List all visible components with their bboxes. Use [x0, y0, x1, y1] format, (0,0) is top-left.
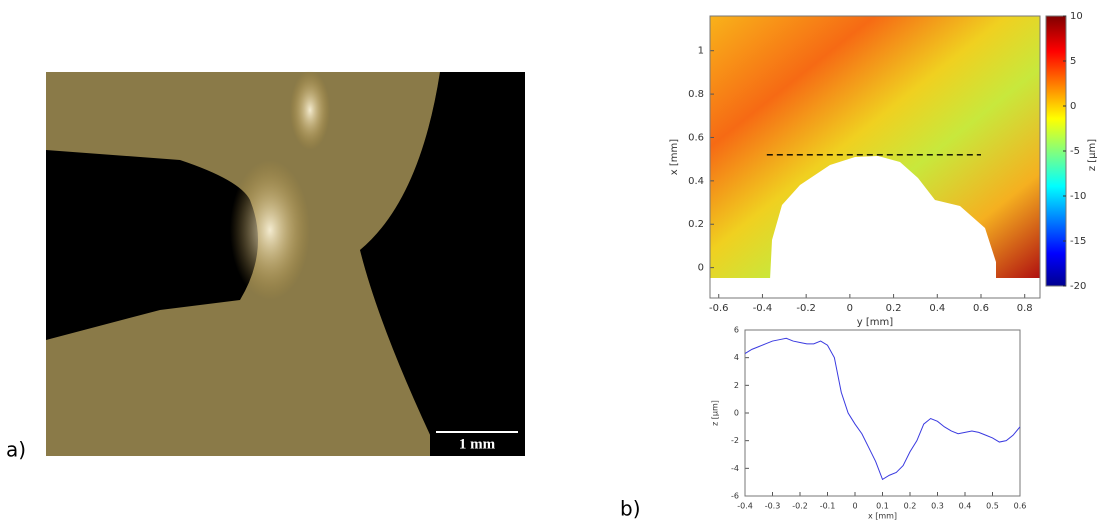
x-tick-label: -0.6 [709, 303, 729, 314]
y-tick-label: 0.4 [688, 176, 704, 187]
y-tick-label: 0 [734, 409, 739, 418]
x-tick-label: 0.6 [973, 303, 989, 314]
colorbar-label: z [μm] [1087, 139, 1098, 171]
colorbar-tick-label: -15 [1070, 236, 1086, 247]
x-tick-label: 0 [852, 502, 857, 511]
y-tick-label: 6 [734, 326, 739, 335]
sample-void [770, 156, 996, 280]
y-tick-label: -2 [731, 436, 739, 445]
colorbar-tick-label: -5 [1070, 146, 1080, 157]
scale-bar-label: 1 mm [459, 436, 496, 452]
x-axis-label: x [mm] [868, 512, 897, 521]
panel-label: a) [6, 438, 26, 462]
x-tick-label: 0.5 [986, 502, 999, 511]
colorbar-tick-label: 5 [1070, 56, 1076, 67]
x-tick-label: -0.1 [820, 502, 836, 511]
y-axis-label: x [mm] [669, 139, 680, 175]
x-tick-label: -0.2 [792, 502, 808, 511]
axes-box [709, 15, 1041, 299]
profile-series [744, 337, 1021, 481]
x-tick-label: -0.3 [765, 502, 781, 511]
x-tick-label: 0 [847, 303, 853, 314]
x-tick-label: 0.6 [1014, 502, 1027, 511]
y-tick-label: 0.8 [688, 89, 704, 100]
y-tick-label: -4 [731, 464, 739, 473]
x-axis-label: y [mm] [857, 317, 893, 328]
x-tick-label: 0.4 [959, 502, 972, 511]
y-tick-label: 0.2 [688, 219, 704, 230]
x-tick-label: 0.2 [886, 303, 902, 314]
x-tick-label: -0.4 [737, 502, 753, 511]
y-tick-label: 0 [698, 263, 704, 274]
axes-box [744, 329, 1021, 497]
y-axis-label: z [μm] [711, 400, 720, 426]
y-tick-label: 0.6 [688, 132, 704, 143]
colorbar-tick-label: 10 [1070, 11, 1083, 22]
y-tick-label: 1 [698, 46, 704, 57]
micrograph: 1 mm [46, 70, 525, 456]
x-tick-label: 0.4 [929, 303, 945, 314]
colorbar-tick-label: 0 [1070, 101, 1076, 112]
x-tick-label: 0.8 [1017, 303, 1033, 314]
y-tick-label: 2 [734, 381, 739, 390]
x-tick-label: 0.2 [904, 502, 917, 511]
y-tick-label: -6 [731, 492, 739, 501]
y-tick-label: 4 [734, 353, 739, 362]
x-tick-label: -0.4 [753, 303, 773, 314]
colorbar-tick-label: -10 [1070, 191, 1086, 202]
x-tick-label: -0.2 [796, 303, 816, 314]
x-tick-label: 0.3 [931, 502, 944, 511]
colorbar-tick-label: -20 [1070, 281, 1086, 292]
panel-label: b) [620, 497, 641, 521]
x-tick-label: 0.1 [876, 502, 889, 511]
